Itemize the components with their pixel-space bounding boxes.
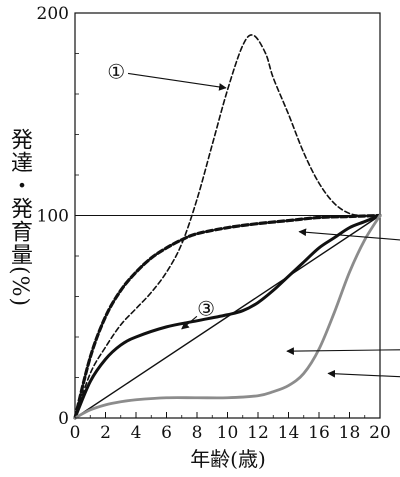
series-line-1 bbox=[74, 34, 381, 419]
x-tick-label: 14 bbox=[278, 423, 300, 443]
annotation-arrow-2 bbox=[298, 228, 400, 241]
x-tick-label: 10 bbox=[217, 423, 239, 443]
y-tick-label: 100 bbox=[37, 207, 69, 227]
series-label-3: ③ bbox=[197, 297, 215, 321]
annotation-arrow-3 bbox=[181, 315, 198, 330]
annotation-arrow-5 bbox=[327, 369, 400, 378]
x-tick-label: 12 bbox=[247, 423, 269, 443]
series-line-4 bbox=[74, 214, 381, 419]
x-tick-label: 20 bbox=[369, 423, 391, 443]
series-line-2 bbox=[73, 213, 382, 420]
y-axis-title: 発達・発育量(%) bbox=[7, 128, 32, 308]
x-tick-label: 2 bbox=[100, 423, 111, 443]
x-tick-label: 18 bbox=[339, 423, 361, 443]
annotations: ①②③④⑤ bbox=[107, 60, 400, 378]
series-line-5 bbox=[73, 214, 382, 420]
x-tick-label: 0 bbox=[70, 423, 81, 443]
x-tick-label: 8 bbox=[192, 423, 203, 443]
annotation-arrow-4 bbox=[286, 347, 400, 355]
x-tick-label: 16 bbox=[308, 423, 330, 443]
x-tick-label: 4 bbox=[131, 423, 142, 443]
annotation-arrow-1 bbox=[127, 72, 227, 91]
series-layer bbox=[73, 34, 382, 420]
y-tick-label: 0 bbox=[58, 409, 69, 429]
y-axis-ticks: 0 100 200 bbox=[37, 4, 81, 429]
series-label-1: ① bbox=[107, 60, 125, 84]
x-tick-label: 6 bbox=[161, 423, 172, 443]
x-axis-ticks: 0 2 4 6 8 10 12 14 16 18 20 bbox=[70, 412, 391, 443]
y-tick-label: 200 bbox=[37, 4, 69, 24]
x-axis-title: 年齢(歳) bbox=[190, 447, 266, 471]
series-line-3 bbox=[73, 214, 382, 420]
